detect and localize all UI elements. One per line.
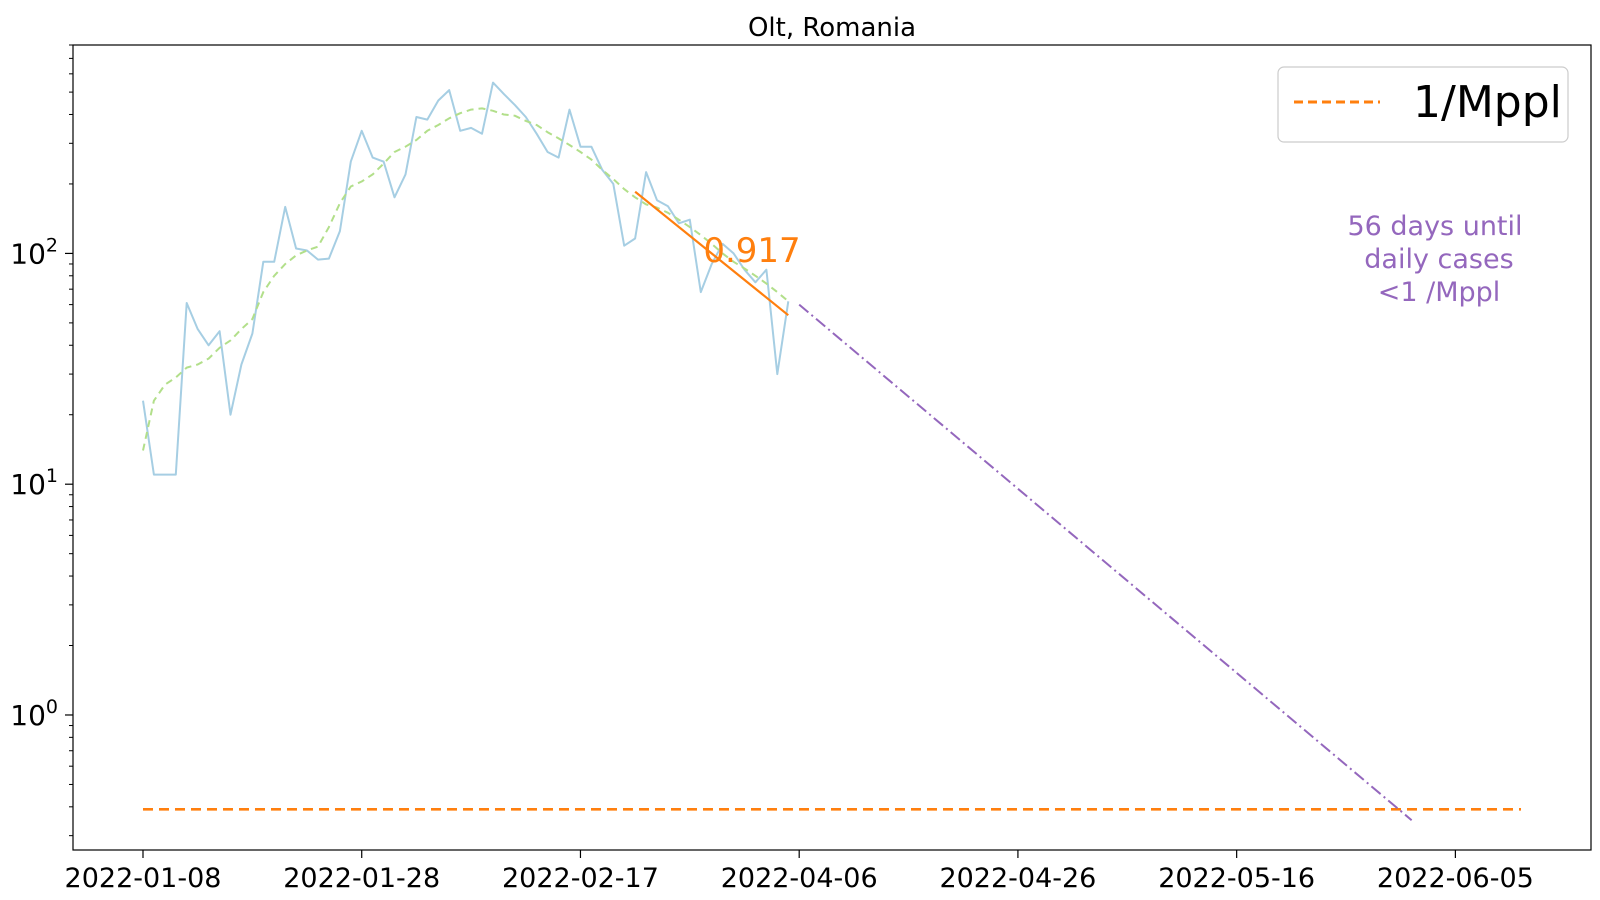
x-tick-label: 2022-06-05 xyxy=(1377,863,1534,894)
annotation-line-1: 56 days until xyxy=(1347,211,1522,242)
y-tick-label: 101 xyxy=(10,465,58,501)
y-minor-ticks xyxy=(69,44,73,837)
series-layer xyxy=(142,81,1522,821)
y-tick-label: 100 xyxy=(10,696,58,732)
x-tick-label: 2022-04-06 xyxy=(721,863,878,894)
legend-label-1mppl: 1/Mppl xyxy=(1413,77,1562,128)
fit-line xyxy=(634,190,789,317)
x-tick-label: 2022-05-16 xyxy=(1158,863,1315,894)
projection-line xyxy=(798,303,1413,821)
fit-label: 0.917 xyxy=(703,231,800,271)
x-tick-label: 2022-01-08 xyxy=(65,863,222,894)
plot-frame xyxy=(72,44,1592,851)
y-tick-label: 102 xyxy=(10,234,58,270)
fit-rate-label: 0.917 xyxy=(703,231,800,271)
x-tick-label: 2022-01-28 xyxy=(283,863,440,894)
x-tick-label: 2022-04-26 xyxy=(939,863,1096,894)
y-axis: 100 101 102 xyxy=(10,234,73,732)
annotation-line-2: daily cases xyxy=(1364,244,1513,275)
x-axis: 2022-01-08 2022-01-28 2022-02-17 2022-04-06… xyxy=(65,850,1534,894)
plot-area: 100 101 102 2022-01-08 2022-01-28 2022-02-17… xyxy=(10,44,1592,894)
daily-cases-line xyxy=(142,81,790,476)
days-annotation: 56 days until daily cases <1 /Mppl xyxy=(1347,211,1522,308)
chart-title: Olt, Romania xyxy=(748,13,916,43)
legend: 1/Mppl xyxy=(1277,66,1569,143)
annotation-line-3: <1 /Mppl xyxy=(1378,277,1501,308)
legend-box xyxy=(1277,66,1569,143)
x-tick-label: 2022-02-17 xyxy=(502,863,659,894)
